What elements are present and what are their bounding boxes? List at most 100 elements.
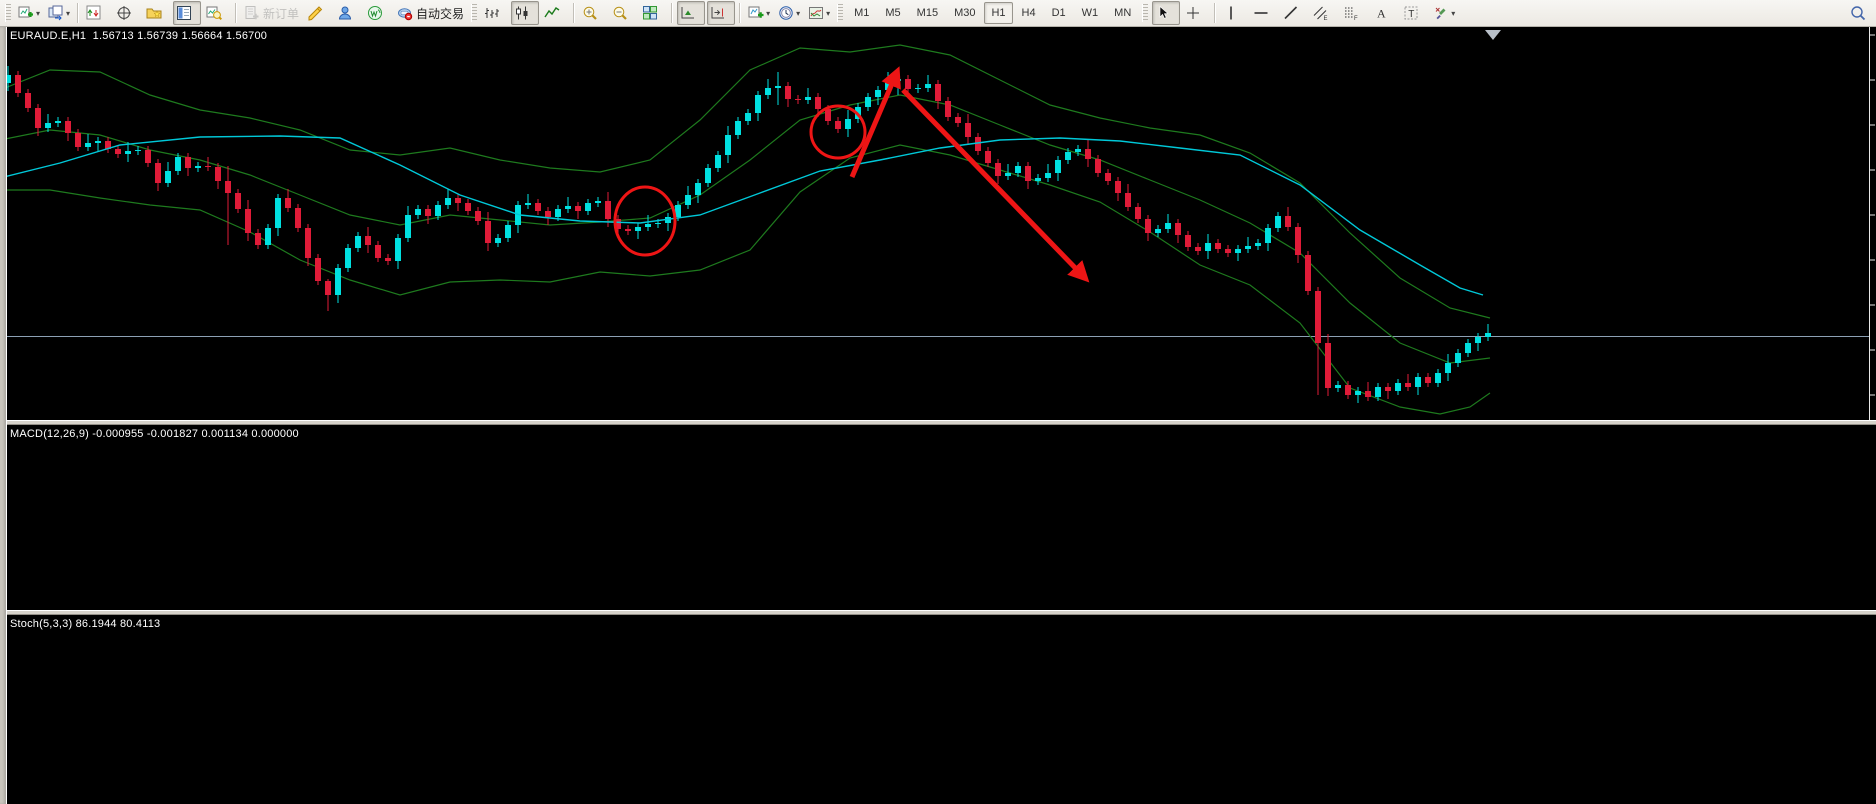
metaeditor-button[interactable] [304, 1, 332, 25]
candles-icon [516, 6, 528, 20]
caret-down-icon[interactable]: ▾ [36, 8, 41, 18]
navigator-button[interactable] [143, 1, 171, 25]
datawindow-icon [117, 6, 132, 20]
zoom-out-button[interactable] [609, 1, 637, 25]
tf-m1-button[interactable]: M1 [854, 7, 870, 19]
auto-scroll-button[interactable] [677, 1, 706, 25]
new-chart-button[interactable]: ▾ [15, 1, 43, 25]
tline-icon [1284, 6, 1298, 20]
bollinger-upper-band [0, 44, 1491, 319]
templates-icon [809, 7, 824, 19]
bollinger-lower-band [0, 144, 1491, 415]
stochastic-panel: Stoch(5,3,3) 86.1944 80.4113 [0, 615, 1876, 804]
indicators-list-button[interactable]: ▾ [745, 1, 773, 25]
caret-down-icon[interactable]: ▾ [66, 8, 71, 18]
textA-icon: A [1377, 7, 1386, 21]
text-tool-button[interactable]: A [1370, 1, 1398, 25]
tf-m15-button[interactable]: M15 [916, 7, 939, 19]
newchart-icon [18, 6, 33, 18]
search-button[interactable] [1847, 1, 1875, 25]
terminal-button[interactable] [173, 1, 202, 25]
stochastic-label: Stoch(5,3,3) 86.1944 80.4113 [10, 618, 161, 630]
crosshair-tool-button[interactable] [1182, 1, 1210, 25]
line-chart-mode-button[interactable] [541, 1, 569, 25]
tf-m30-button[interactable]: M30 [954, 7, 976, 19]
caret-down-icon[interactable]: ▾ [796, 8, 801, 18]
tf-mn-button[interactable]: MN [1114, 7, 1132, 19]
toolbar-grip[interactable] [837, 4, 844, 22]
window-left-border [0, 27, 7, 804]
autotrading-label: 自动交易 [416, 6, 465, 21]
svg-text:E: E [1324, 16, 1328, 21]
textT-icon: T [1404, 6, 1418, 20]
data-window-button[interactable] [113, 1, 141, 25]
navigator-icon [146, 8, 162, 19]
market-watch-button[interactable] [83, 1, 111, 25]
periods-button[interactable]: ▾ [775, 1, 803, 25]
tile-windows-button[interactable] [639, 1, 667, 25]
svg-text:A: A [1377, 7, 1386, 21]
annotations-layer [613, 66, 1090, 283]
chart-shift-marker-icon[interactable] [1485, 30, 1501, 40]
panel-splitter[interactable] [0, 610, 1876, 615]
fibonacci-tool-button[interactable]: F [1340, 1, 1368, 25]
toolbar-group [1151, 0, 1211, 26]
toolbar-group [578, 0, 668, 26]
candles-layer [5, 66, 1491, 403]
tf-h4-button[interactable]: H4 [1021, 7, 1036, 19]
stochastic-canvas[interactable] [0, 615, 1876, 804]
zoomin-icon [583, 6, 597, 20]
annotation-arrow[interactable] [849, 66, 901, 178]
annotation-circle[interactable] [613, 185, 677, 257]
caret-down-icon[interactable]: ▾ [1451, 8, 1456, 18]
toolbar-separator [671, 3, 674, 23]
bar-chart-mode-button[interactable] [481, 1, 509, 25]
toolbar-grip[interactable] [1142, 4, 1149, 22]
candlestick-mode-button[interactable] [511, 1, 540, 25]
signals-button[interactable] [364, 1, 392, 25]
templates-button[interactable]: ▾ [805, 1, 833, 25]
equidistant-channel-tool-button[interactable]: E [1310, 1, 1338, 25]
channel-icon: E [1313, 6, 1328, 21]
autotrading-button[interactable]: 自动交易 [394, 1, 467, 25]
caret-down-icon[interactable]: ▾ [826, 8, 831, 18]
panel-splitter[interactable] [0, 420, 1876, 425]
annotation-circle[interactable] [809, 104, 867, 160]
main-chart-canvas[interactable] [0, 27, 1876, 420]
horizontal-line-tool-button[interactable] [1250, 1, 1278, 25]
toolbar-group [82, 0, 232, 26]
toolbar-group: M1 M5 M15 M30 H1 H4 D1 W1 MN [846, 0, 1139, 26]
macd-canvas[interactable] [0, 425, 1876, 610]
community-button[interactable] [334, 1, 362, 25]
toolbar-grip[interactable] [5, 4, 11, 22]
bollinger-middle-band [0, 94, 1491, 364]
neworder-icon [245, 6, 259, 20]
toolbar-grip[interactable] [471, 4, 478, 22]
tf-m5-button[interactable]: M5 [885, 7, 901, 19]
zoom-in-button[interactable] [579, 1, 607, 25]
arrows-tool-button[interactable]: ▾ [1430, 1, 1458, 25]
toolbar-group [1846, 0, 1876, 26]
profiles-icon [48, 5, 63, 21]
annotation-arrow[interactable] [901, 88, 1090, 283]
tile-icon [643, 6, 658, 20]
signals-icon [368, 6, 383, 20]
chart-profiles-button[interactable]: ▾ [45, 1, 73, 25]
main-chart-panel: EURAUD.E,H1 1.56713 1.56739 1.56664 1.56… [0, 27, 1876, 420]
toolbar-separator [739, 3, 742, 23]
caret-down-icon[interactable]: ▾ [766, 8, 771, 18]
text-label-tool-button[interactable]: T [1400, 1, 1428, 25]
tf-h1-button[interactable]: H1 [984, 2, 1013, 24]
vertical-line-tool-button[interactable] [1220, 1, 1248, 25]
chart-shift-button[interactable] [707, 1, 736, 25]
trendline-tool-button[interactable] [1280, 1, 1308, 25]
svg-text:T: T [1408, 9, 1414, 20]
tf-d1-button[interactable]: D1 [1051, 7, 1066, 19]
toolbar-separator [235, 3, 238, 23]
hline-icon [1254, 12, 1268, 14]
macd-panel: MACD(12,26,9) -0.000955 -0.001827 0.0011… [0, 425, 1876, 610]
cursor-tool-button[interactable] [1152, 1, 1181, 25]
strategy-tester-button[interactable] [203, 1, 231, 25]
tf-w1-button[interactable]: W1 [1081, 7, 1099, 19]
